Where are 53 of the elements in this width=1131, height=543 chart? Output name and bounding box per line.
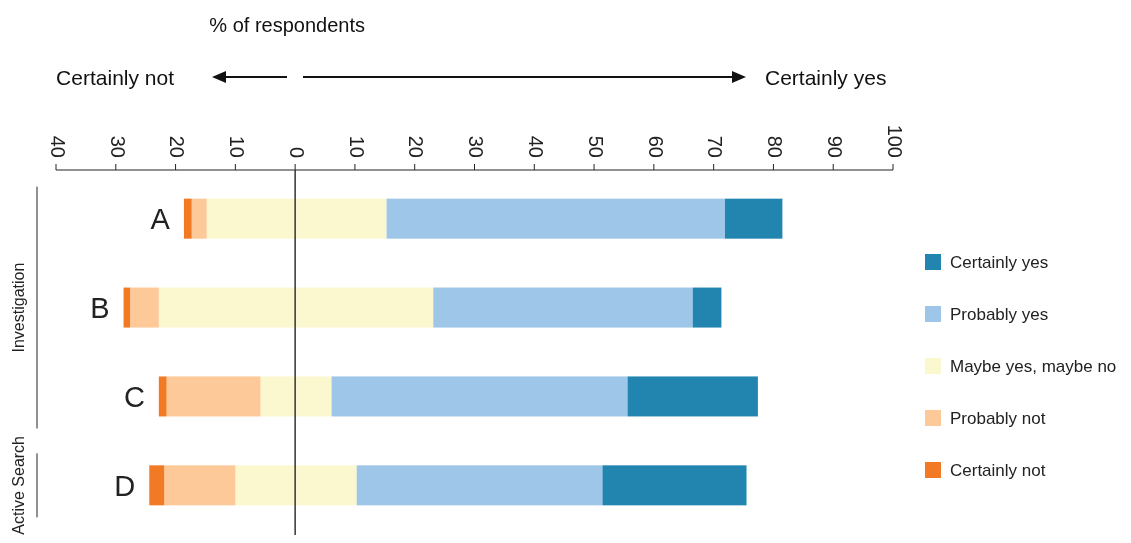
legend-label: Certainly not	[950, 461, 1046, 481]
y-tick-label: D	[114, 469, 136, 502]
bar	[433, 287, 693, 328]
x-tick-label: 30	[465, 135, 488, 158]
bar	[295, 198, 387, 239]
x-tick-label: 30	[106, 135, 129, 158]
bar	[158, 287, 296, 328]
x-tick-label: 20	[405, 135, 428, 158]
x-tick-label: 90	[823, 135, 846, 158]
bar	[386, 198, 725, 239]
bar	[166, 376, 261, 417]
bar	[295, 287, 434, 328]
bar	[260, 376, 296, 417]
bar	[158, 376, 167, 417]
legend-label: Probably not	[950, 409, 1046, 429]
bar	[602, 465, 747, 506]
y-tick-label: A	[150, 203, 171, 236]
bar	[130, 287, 159, 328]
text: Investigation	[10, 262, 27, 353]
bar	[295, 465, 357, 506]
bar	[356, 465, 603, 506]
bar	[183, 198, 192, 239]
bar	[235, 465, 296, 506]
bar	[149, 465, 165, 506]
bar	[295, 376, 332, 417]
y-tick-label: B	[90, 292, 110, 324]
x-axis-title: % of respondents	[209, 14, 365, 36]
x-tick-label: 0	[285, 146, 308, 158]
x-tick-label: 20	[166, 135, 189, 158]
x-tick-label: 70	[704, 135, 727, 158]
x-tick-label: 40	[525, 135, 547, 158]
bar	[692, 287, 722, 328]
x-tick-label: 80	[764, 135, 787, 158]
text: Certainly yes	[765, 66, 887, 89]
x-tick-label: 50	[584, 135, 607, 158]
x-tick-label: 10	[345, 135, 368, 158]
bar	[627, 376, 758, 417]
bar	[123, 287, 131, 328]
text: Certainly not	[56, 66, 175, 89]
bar	[191, 198, 207, 239]
x-tick-label: 60	[644, 135, 667, 158]
legend-label: Certainly yes	[950, 253, 1049, 273]
bar	[164, 465, 236, 506]
x-tick-label: 100	[883, 124, 906, 158]
x-tick-label: 10	[226, 135, 249, 158]
y-tick-label: C	[123, 380, 145, 413]
bar	[206, 198, 296, 239]
legend-label: Maybe yes, maybe no	[950, 357, 1117, 377]
text: Active Search	[10, 435, 27, 535]
x-tick-label: 40	[46, 135, 69, 158]
legend-label: Probably yes	[950, 305, 1049, 325]
bar	[725, 198, 783, 239]
bar	[331, 376, 628, 417]
